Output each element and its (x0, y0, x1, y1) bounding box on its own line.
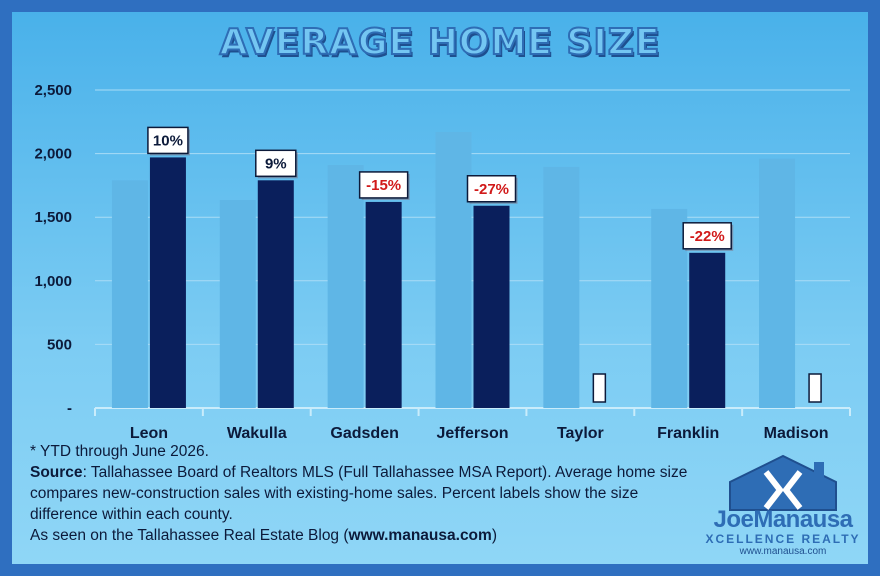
bar-existing (219, 200, 256, 408)
data-label: -22% (690, 228, 725, 245)
data-label-box (682, 222, 732, 250)
data-label: -15% (366, 177, 401, 194)
y-tick-label: 2,000 (34, 146, 72, 163)
seen-link[interactable]: www.manausa.com (348, 527, 492, 544)
bar-existing (651, 208, 688, 408)
data-label-box (466, 175, 517, 203)
chart-title: AVERAGE HOME SIZE (219, 21, 661, 64)
footer-note: * YTD through June 2026. (30, 443, 209, 460)
footer-notes: * YTD through June 2026. Source: Tallaha… (30, 441, 690, 546)
x-tick-label: Taylor (557, 425, 604, 442)
bar-existing (759, 158, 796, 408)
footer-source: Source: Tallahassee Board of Realtors ML… (30, 462, 690, 525)
data-label-box (255, 149, 297, 178)
house-logo-icon (729, 454, 837, 511)
y-tick-label: - (67, 400, 72, 417)
bar-existing (435, 131, 472, 408)
logo-name: JoeManausa (713, 506, 853, 533)
x-tick-label: Wakulla (227, 425, 287, 442)
x-tick-label: Leon (130, 425, 168, 442)
bar-existing (543, 166, 580, 408)
logo-subtitle: XCELLENCE REALTY (705, 532, 861, 546)
data-label-box-empty (808, 373, 822, 403)
x-tick-label: Madison (764, 425, 829, 442)
x-tick-label: Jefferson (436, 425, 508, 442)
x-tick-label: Franklin (657, 425, 719, 442)
logo-url: www.manausa.com (739, 546, 827, 557)
seen-prefix: As seen on the Tallahassee Real Estate B… (30, 527, 349, 544)
bar-existing (111, 180, 148, 408)
bar-new (149, 157, 186, 408)
footer-seen-on: As seen on the Tallahassee Real Estate B… (30, 525, 690, 546)
brand-logo: JoeManausa XCELLENCE REALTY www.manausa.… (700, 452, 866, 562)
data-label-box-empty (592, 373, 607, 403)
data-label: 10% (153, 132, 183, 149)
y-tick-label: 2,500 (34, 82, 72, 99)
bar-existing (327, 165, 364, 408)
y-tick-label: 1,000 (34, 273, 72, 290)
data-label-box (147, 126, 189, 155)
y-tick-label: 1,500 (34, 209, 72, 226)
bar-new (365, 201, 402, 408)
seen-suffix: ) (491, 527, 497, 544)
source-label: Source (30, 464, 83, 481)
bar-new (689, 252, 726, 408)
source-text: : Tallahassee Board of Realtors MLS (Ful… (30, 464, 688, 523)
data-label-box (358, 171, 409, 199)
data-label: -27% (474, 181, 509, 198)
x-tick-label: Gadsden (330, 425, 398, 442)
y-tick-label: 500 (47, 336, 72, 353)
bar-new (257, 180, 294, 408)
data-label: 9% (265, 155, 287, 172)
bar-new (473, 205, 510, 408)
